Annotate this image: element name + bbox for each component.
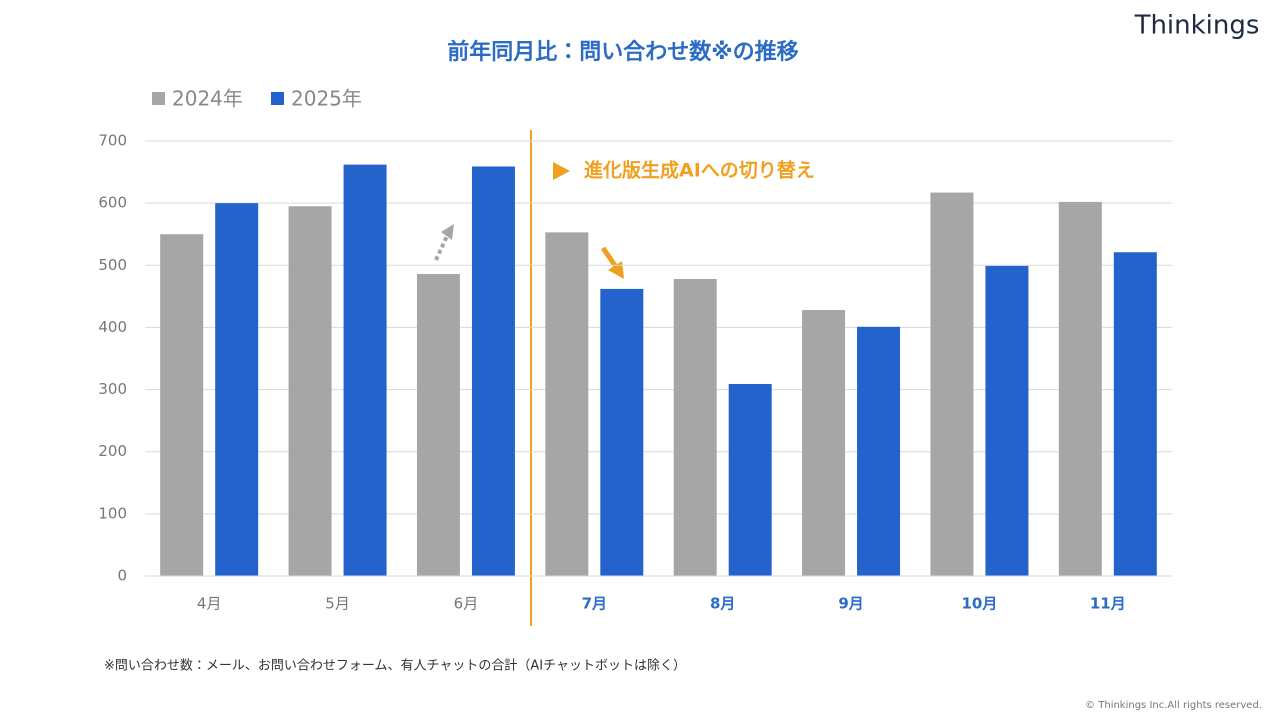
bar: [545, 232, 589, 576]
y-tick-label: 400: [98, 318, 127, 336]
arrow-up: [434, 224, 454, 261]
bar: [930, 192, 974, 577]
bar: [416, 273, 460, 576]
x-tick-label: 5月: [325, 595, 350, 613]
brand: Thinkings: [1134, 11, 1260, 41]
annotation: 進化版生成AIへの切り替え: [584, 159, 815, 182]
bar: [985, 265, 1029, 576]
arrow-down: [600, 246, 624, 279]
bar: [471, 166, 515, 576]
chart-title: 前年同月比：問い合わせ数※の推移: [447, 39, 798, 65]
bar: [600, 288, 644, 576]
legend-label: 2024年: [172, 87, 243, 111]
x-tick-label: 8月: [710, 595, 735, 613]
bar: [1113, 252, 1157, 576]
annotation-marker: [553, 162, 570, 180]
y-tick-label: 700: [98, 132, 127, 150]
y-tick-label: 500: [98, 256, 127, 274]
footnote: ※問い合わせ数：メール、お問い合わせフォーム、有人チャットの合計（AIチャットボ…: [104, 658, 686, 674]
x-tick-label: 9月: [838, 595, 863, 613]
bar: [160, 234, 204, 576]
bar: [343, 164, 387, 576]
x-tick-label: 11月: [1090, 595, 1126, 613]
y-tick-label: 0: [117, 567, 127, 585]
y-tick-label: 300: [98, 380, 127, 398]
legend-swatch: [271, 92, 284, 105]
bar: [673, 278, 717, 576]
legend-label: 2025年: [291, 87, 362, 111]
y-tick-label: 600: [98, 194, 127, 212]
bar: [728, 383, 772, 576]
x-tick-label: 10月: [962, 595, 998, 613]
bar: [215, 203, 259, 576]
bar: [857, 326, 901, 576]
y-tick-label: 200: [98, 442, 127, 460]
legend-swatch: [152, 92, 165, 105]
y-tick-label: 100: [98, 504, 127, 522]
x-tick-label: 4月: [197, 595, 222, 613]
bar: [288, 206, 332, 576]
x-tick-label: 6月: [454, 595, 479, 613]
copyright: © Thinkings Inc.All rights reserved.: [1085, 700, 1262, 711]
bar: [802, 310, 846, 576]
bar: [1058, 201, 1102, 576]
x-tick-label: 7月: [582, 595, 607, 613]
